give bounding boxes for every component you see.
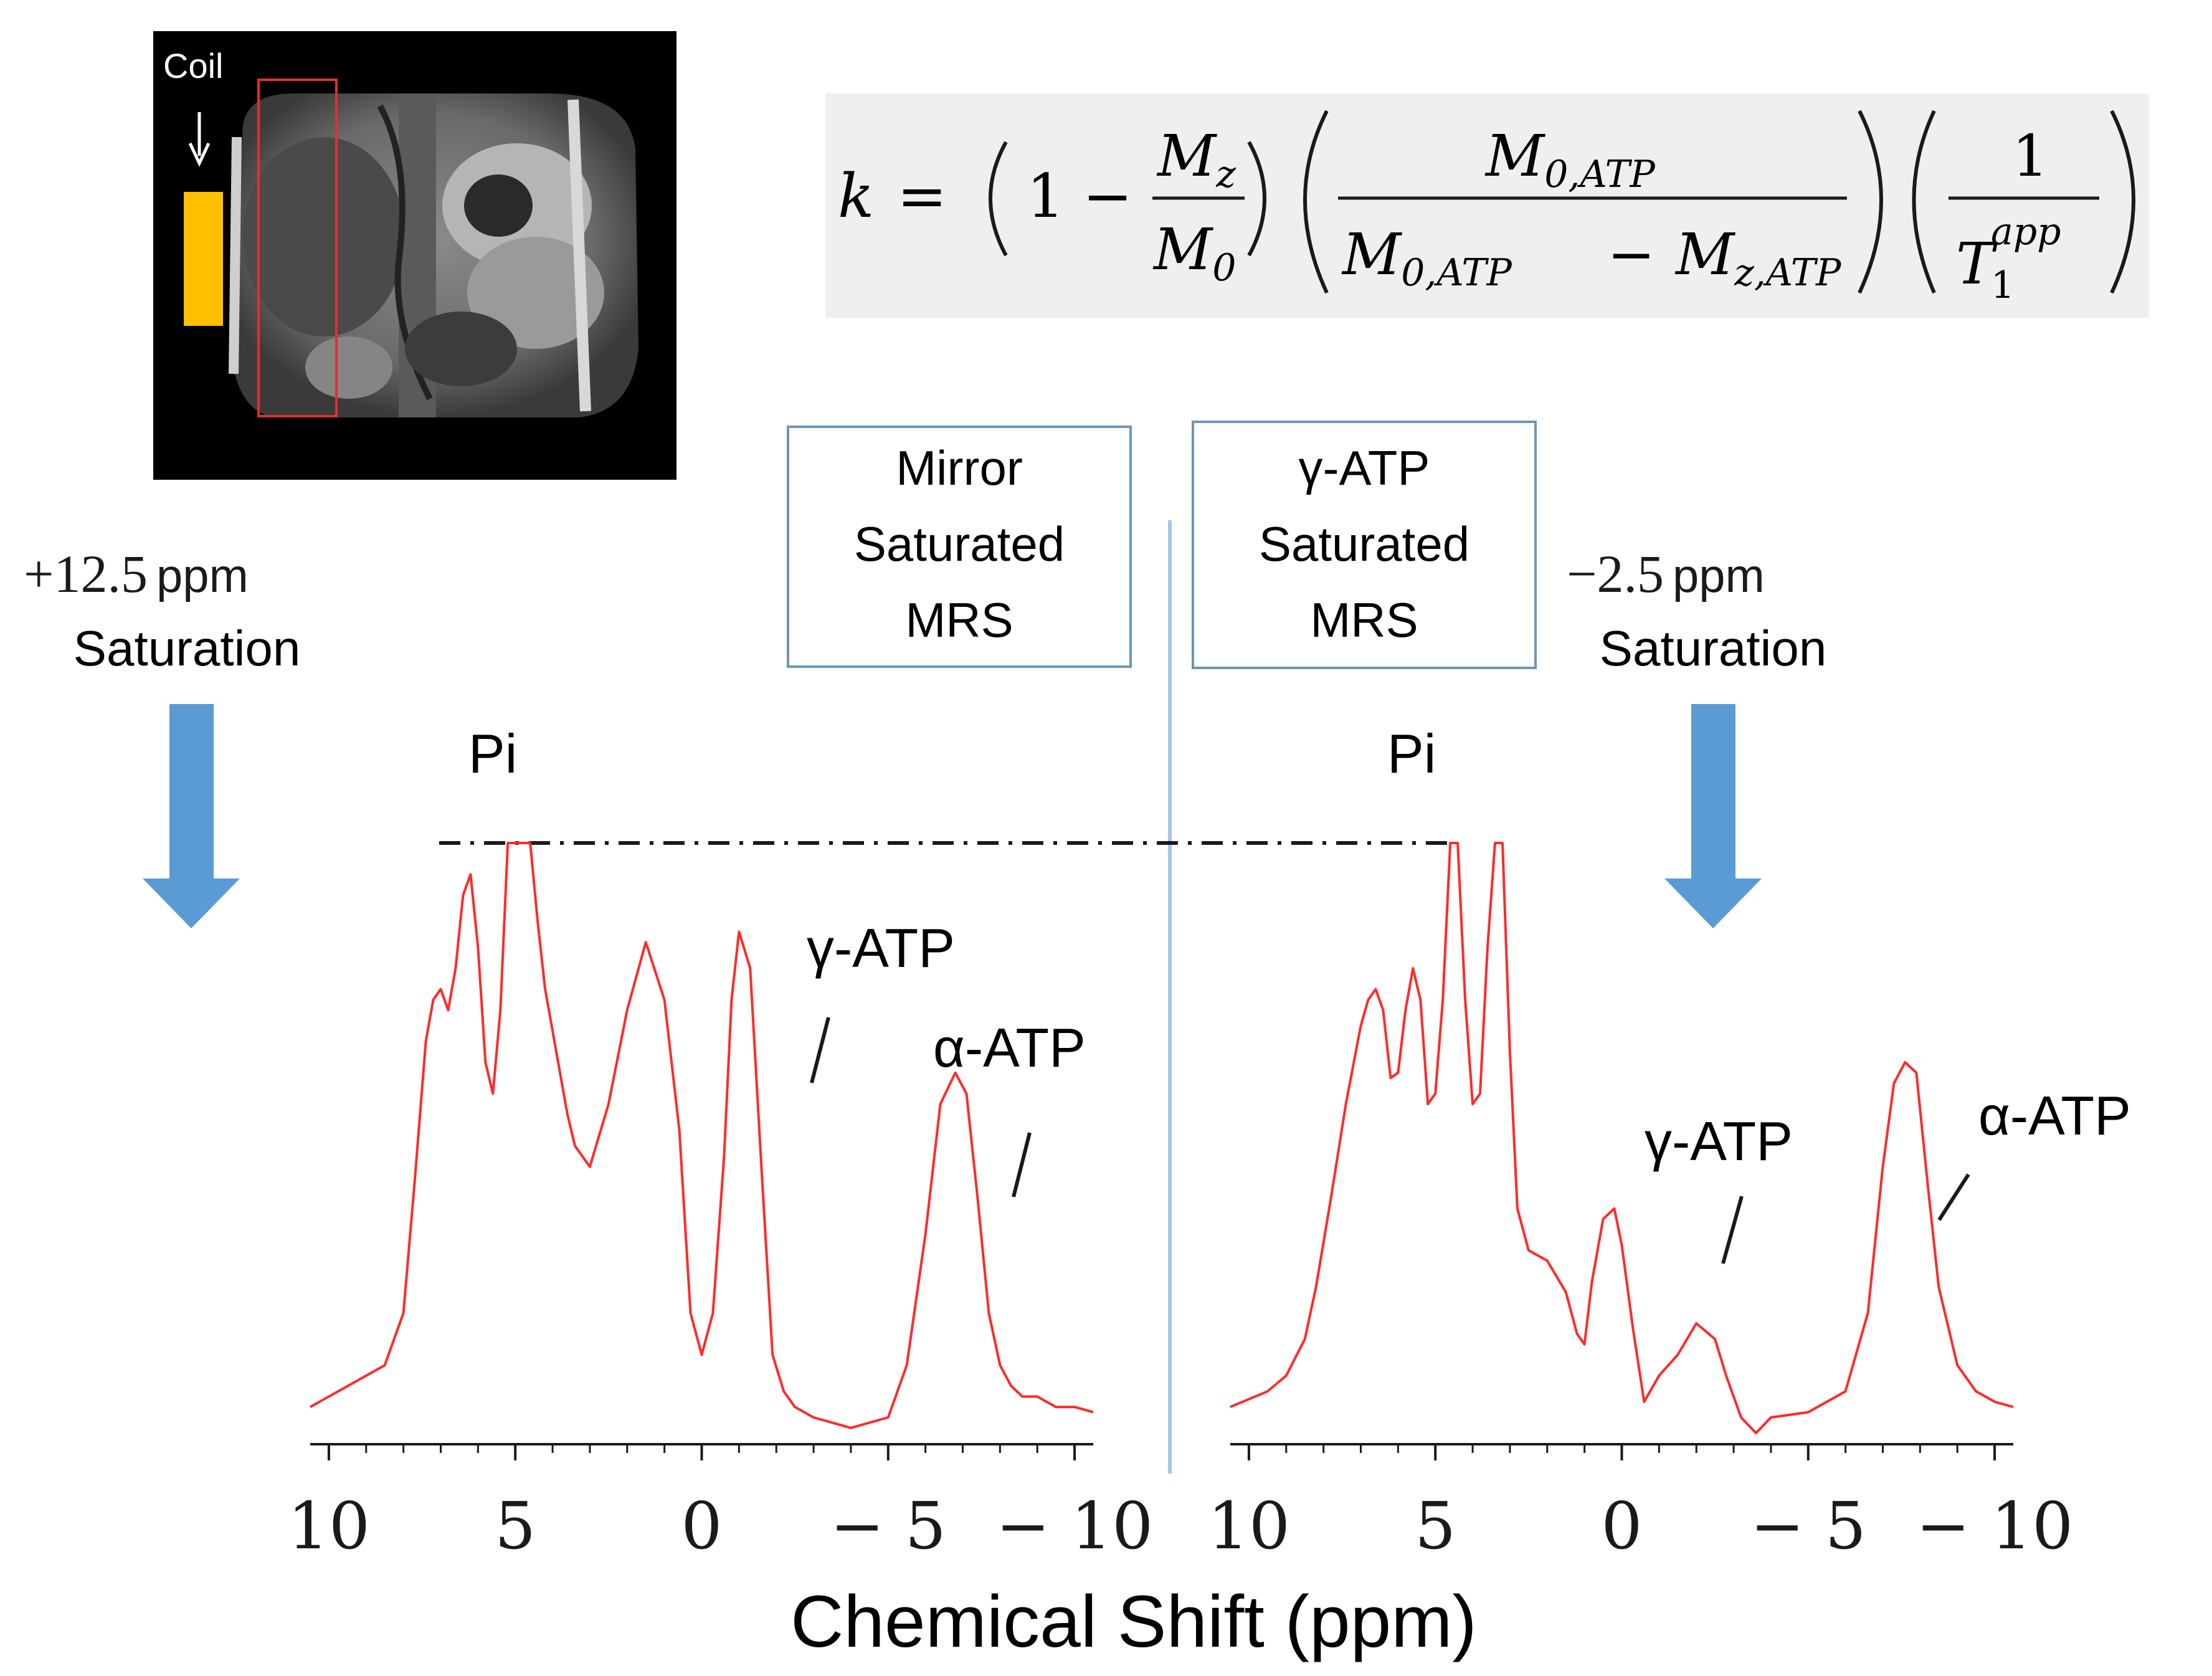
right-down-arrow <box>1664 704 1762 928</box>
eq-one: 1 <box>1027 161 1065 231</box>
left-spectrum-chart: 10 5 0 − 5 − 10 <box>288 842 1154 1564</box>
svg-text:M0,ATP: M0,ATP <box>1341 221 1513 295</box>
right-spectrum-chart: 10 5 0 − 5 − 10 <box>1208 842 2074 1564</box>
eq-t-sup: app <box>1991 210 2061 254</box>
eq-one-num: 1 <box>2012 123 2049 189</box>
left-gamma-label: γ-ATP <box>807 917 955 979</box>
eq-minus-1: − <box>1083 161 1132 231</box>
eq-equals: = <box>897 161 947 231</box>
mirror-box-line-1: Mirror <box>896 440 1023 495</box>
voxel-box <box>257 79 338 417</box>
eq-mzatp-sub: z,ATP <box>1734 251 1842 295</box>
eq-mz-sub: z <box>1215 153 1236 196</box>
svg-text:M0: M0 <box>1152 216 1236 290</box>
eq-m0atp-sub: 0,ATP <box>1544 153 1656 196</box>
right-x-tick-label: − 10 <box>1916 1488 2074 1564</box>
left-x-tick-label: − 10 <box>996 1488 1154 1564</box>
right-x-tick-label: 0 <box>1601 1488 1642 1564</box>
eq-m0atp: M <box>1484 123 1546 189</box>
mri-image <box>153 31 676 480</box>
right-alpha-pointer <box>1937 1173 1970 1221</box>
left-saturation-value: +12.5 <box>24 544 148 604</box>
mirror-box-line-3: MRS <box>905 593 1013 647</box>
x-axis-title: Chemical Shift (ppm) <box>790 1581 1477 1663</box>
eq-minus-2: − <box>1607 221 1655 288</box>
mirror-box <box>787 426 1132 668</box>
left-spectrum-line <box>310 842 1094 1429</box>
svg-text:Mz: Mz <box>1156 123 1236 196</box>
left-alpha-pointer <box>1012 1132 1032 1197</box>
right-x-tick-label: 5 <box>1415 1488 1456 1564</box>
gamma-box-line-3: MRS <box>1310 593 1418 647</box>
right-x-tick-label: 10 <box>1208 1488 1290 1564</box>
left-x-tick-label: − 5 <box>830 1488 946 1564</box>
eq-t-sub: 1 <box>1991 264 2015 307</box>
left-x-tick-label: 10 <box>288 1488 370 1564</box>
right-saturation-word: Saturation <box>1600 621 1827 676</box>
left-pi-label: Pi <box>468 723 517 784</box>
gamma-box-line-1: γ-ATP <box>1299 440 1430 495</box>
right-saturation-value: −2.5 <box>1567 544 1664 604</box>
eq-mz: M <box>1156 123 1218 189</box>
right-gamma-label: γ-ATP <box>1645 1110 1793 1172</box>
svg-text:T: T <box>1956 231 1998 297</box>
eq-m0-sub: 0 <box>1212 246 1236 290</box>
eq-m0: M <box>1152 216 1214 283</box>
right-spectrum-line <box>1230 842 2014 1435</box>
gamma-box-line-2: Saturated <box>1259 517 1469 571</box>
eq-mzatp: M <box>1674 221 1736 288</box>
left-saturation-unit: ppm <box>156 550 249 602</box>
left-x-tick-label: 0 <box>681 1488 722 1564</box>
eq-t: T <box>1956 231 1998 297</box>
right-saturation-unit: ppm <box>1673 550 1765 602</box>
mirror-box-line-2: Saturated <box>854 517 1065 571</box>
left-x-tick-label: 5 <box>495 1488 536 1564</box>
eq-m0atp-den-sub: 0,ATP <box>1401 251 1512 295</box>
eq-k: k <box>838 161 874 231</box>
gamma-box <box>1192 421 1537 669</box>
right-gamma-pointer <box>1721 1196 1744 1264</box>
right-x-tick-label: − 5 <box>1750 1488 1866 1564</box>
left-saturation-word: Saturation <box>74 621 301 676</box>
right-alpha-label: α-ATP <box>1978 1085 2131 1146</box>
equation: k = 1 − Mz M0 M0,ATP M0,ATP − Mz,ATP 1 T… <box>825 93 2149 318</box>
coil-label: Coil <box>163 46 223 85</box>
svg-text:Mz,ATP: Mz,ATP <box>1674 221 1842 295</box>
eq-m0atp-den: M <box>1341 221 1403 288</box>
right-pi-label: Pi <box>1387 723 1436 784</box>
left-alpha-label: α-ATP <box>933 1017 1086 1078</box>
left-down-arrow <box>143 704 240 928</box>
svg-text:M0,ATP: M0,ATP <box>1484 123 1656 196</box>
coil-marker <box>184 192 223 326</box>
left-gamma-pointer <box>810 1017 830 1083</box>
